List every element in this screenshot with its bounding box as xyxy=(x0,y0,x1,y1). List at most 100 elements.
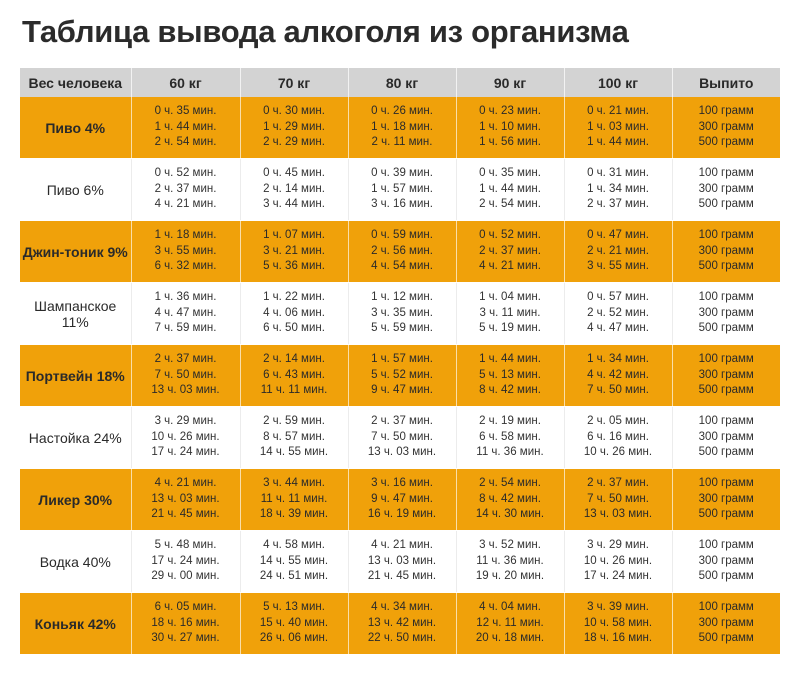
time-value: 3 ч. 11 мин. xyxy=(479,306,541,319)
table-row: Настойка 24% 3 ч. 29 мин. 10 ч. 26 мин. 17 … xyxy=(20,406,780,469)
amount-value: 100 грамм xyxy=(698,291,754,304)
page-title: Таблица вывода алкоголя из организма xyxy=(22,14,629,49)
time-value: 2 ч. 19 мин. xyxy=(479,415,541,428)
amount-value: 500 грамм xyxy=(698,260,754,273)
time-value: 22 ч. 50 мин. xyxy=(367,632,437,645)
table-row: Портвейн 18% 2 ч. 37 мин. 7 ч. 50 мин. 13 ч… xyxy=(20,344,780,407)
time-cell: 1 ч. 12 мин. 3 ч. 35 мин. 5 ч. 59 мин. xyxy=(348,282,457,345)
time-value: 16 ч. 19 мин. xyxy=(367,508,437,521)
time-value: 10 ч. 26 мин. xyxy=(583,554,653,567)
time-cell: 1 ч. 18 мин. 3 ч. 55 мин. 6 ч. 32 мин. xyxy=(131,220,241,283)
time-value: 3 ч. 55 мин. xyxy=(154,244,217,257)
amount-value: 300 грамм xyxy=(698,554,754,567)
time-value: 0 ч. 39 мин. xyxy=(371,167,433,180)
time-cell: 4 ч. 58 мин. 14 ч. 55 мин. 24 ч. 51 мин. xyxy=(240,530,349,593)
amount-cell: 100 грамм 300 грамм 500 грамм xyxy=(672,282,780,345)
time-value: 4 ч. 06 мин. xyxy=(263,306,325,319)
drink-name: Водка 40% xyxy=(20,530,132,593)
time-value: 20 ч. 18 мин. xyxy=(475,632,545,645)
time-value: 13 ч. 03 мин. xyxy=(583,508,653,521)
amount-value: 100 грамм xyxy=(698,539,754,552)
amount-value: 100 грамм xyxy=(698,477,754,490)
amount-value: 500 грамм xyxy=(698,570,754,583)
drink-name: Пиво 6% xyxy=(20,158,132,221)
time-value: 11 ч. 36 мин. xyxy=(476,554,544,567)
time-value: 1 ч. 18 мин. xyxy=(154,229,217,242)
time-value: 5 ч. 48 мин. xyxy=(154,539,217,552)
amount-value: 300 грамм xyxy=(698,492,754,505)
time-value: 1 ч. 44 мин. xyxy=(587,136,649,149)
header-60kg: 60 кг xyxy=(131,68,241,97)
time-value: 21 ч. 45 мин. xyxy=(151,508,220,521)
drink-name: Портвейн 18% xyxy=(20,344,132,407)
amount-value: 300 грамм xyxy=(698,616,754,629)
drink-name: Шампанское 11% xyxy=(20,282,132,345)
time-cell: 5 ч. 48 мин. 17 ч. 24 мин. 29 ч. 00 мин. xyxy=(131,530,241,593)
time-value: 11 ч. 11 мин. xyxy=(260,384,328,397)
time-value: 7 ч. 50 мин. xyxy=(371,430,433,443)
amount-value: 100 грамм xyxy=(698,353,754,366)
time-value: 13 ч. 03 мин. xyxy=(367,554,437,567)
drink-name: Джин-тоник 9% xyxy=(20,220,132,283)
time-value: 3 ч. 16 мин. xyxy=(371,477,433,490)
amount-value: 500 грамм xyxy=(698,632,754,645)
time-cell: 0 ч. 23 мин. 1 ч. 10 мин. 1 ч. 56 мин. xyxy=(456,97,565,159)
table-row: Водка 40% 5 ч. 48 мин. 17 ч. 24 мин. 29 ч. … xyxy=(20,530,780,593)
time-value: 1 ч. 29 мин. xyxy=(263,120,325,133)
time-value: 10 ч. 58 мин. xyxy=(583,616,653,629)
time-value: 2 ч. 54 мин. xyxy=(154,136,217,149)
time-value: 4 ч. 47 мин. xyxy=(154,306,217,319)
time-value: 4 ч. 21 мин. xyxy=(154,198,217,211)
time-value: 14 ч. 55 мин. xyxy=(259,554,329,567)
time-value: 5 ч. 13 мин. xyxy=(263,601,325,614)
table-row: Джин-тоник 9% 1 ч. 18 мин. 3 ч. 55 мин. 6 ч… xyxy=(20,220,780,283)
time-cell: 5 ч. 13 мин. 15 ч. 40 мин. 26 ч. 06 мин. xyxy=(240,592,349,655)
table-header-row: Вес человека 60 кг 70 кг 80 кг 90 кг 100… xyxy=(20,68,780,97)
header-drunk: Выпито xyxy=(672,68,780,97)
time-cell: 2 ч. 59 мин. 8 ч. 57 мин. 14 ч. 55 мин. xyxy=(240,406,349,469)
time-cell: 3 ч. 16 мин. 9 ч. 47 мин. 16 ч. 19 мин. xyxy=(348,468,457,531)
amount-cell: 100 грамм 300 грамм 500 грамм xyxy=(672,158,780,221)
table-row: Шампанское 11% 1 ч. 36 мин. 4 ч. 47 мин. 7 … xyxy=(20,282,780,345)
time-value: 2 ч. 52 мин. xyxy=(587,306,649,319)
time-value: 0 ч. 52 мин. xyxy=(154,167,217,180)
time-value: 4 ч. 21 мин. xyxy=(479,260,541,273)
table-row: Коньяк 42% 6 ч. 05 мин. 18 ч. 16 мин. 30 ч.… xyxy=(20,592,780,655)
time-cell: 0 ч. 47 мин. 2 ч. 21 мин. 3 ч. 55 мин. xyxy=(564,220,673,283)
time-cell: 0 ч. 39 мин. 1 ч. 57 мин. 3 ч. 16 мин. xyxy=(348,158,457,221)
amount-value: 300 грамм xyxy=(698,182,754,195)
time-value: 3 ч. 21 мин. xyxy=(263,244,325,257)
time-value: 6 ч. 58 мин. xyxy=(479,430,541,443)
time-cell: 1 ч. 36 мин. 4 ч. 47 мин. 7 ч. 59 мин. xyxy=(131,282,241,345)
time-value: 5 ч. 36 мин. xyxy=(263,260,325,273)
time-value: 1 ч. 10 мин. xyxy=(479,120,541,133)
time-value: 7 ч. 59 мин. xyxy=(154,322,217,335)
time-value: 0 ч. 35 мин. xyxy=(154,105,217,118)
amount-cell: 100 грамм 300 грамм 500 грамм xyxy=(672,468,780,531)
table-row: Ликер 30% 4 ч. 21 мин. 13 ч. 03 мин. 21 ч. … xyxy=(20,468,780,531)
header-80kg: 80 кг xyxy=(348,68,457,97)
amount-cell: 100 грамм 300 грамм 500 грамм xyxy=(672,406,780,469)
time-value: 10 ч. 26 мин. xyxy=(151,430,220,443)
time-value: 3 ч. 16 мин. xyxy=(371,198,433,211)
time-value: 4 ч. 54 мин. xyxy=(371,260,433,273)
time-value: 1 ч. 57 мин. xyxy=(371,353,433,366)
time-value: 17 ч. 24 мин. xyxy=(151,554,220,567)
amount-value: 100 грамм xyxy=(698,601,754,614)
time-value: 1 ч. 22 мин. xyxy=(263,291,325,304)
time-value: 2 ч. 11 мин. xyxy=(371,136,433,149)
time-value: 3 ч. 52 мин. xyxy=(479,539,541,552)
time-value: 3 ч. 55 мин. xyxy=(587,260,649,273)
time-cell: 2 ч. 14 мин. 6 ч. 43 мин. 11 ч. 11 мин. xyxy=(240,344,349,407)
amount-value: 300 грамм xyxy=(698,430,754,443)
time-value: 14 ч. 55 мин. xyxy=(259,446,329,459)
time-value: 2 ч. 29 мин. xyxy=(263,136,325,149)
time-value: 2 ч. 21 мин. xyxy=(587,244,649,257)
table-row: Пиво 4% 0 ч. 35 мин. 1 ч. 44 мин. 2 ч. 54 м… xyxy=(20,97,780,159)
time-value: 2 ч. 56 мин. xyxy=(371,244,433,257)
time-value: 4 ч. 34 мин. xyxy=(371,601,433,614)
time-value: 2 ч. 05 мин. xyxy=(587,415,649,428)
time-cell: 3 ч. 52 мин. 11 ч. 36 мин. 19 ч. 20 мин. xyxy=(456,530,565,593)
time-cell: 1 ч. 57 мин. 5 ч. 52 мин. 9 ч. 47 мин. xyxy=(348,344,457,407)
time-value: 6 ч. 16 мин. xyxy=(587,430,649,443)
